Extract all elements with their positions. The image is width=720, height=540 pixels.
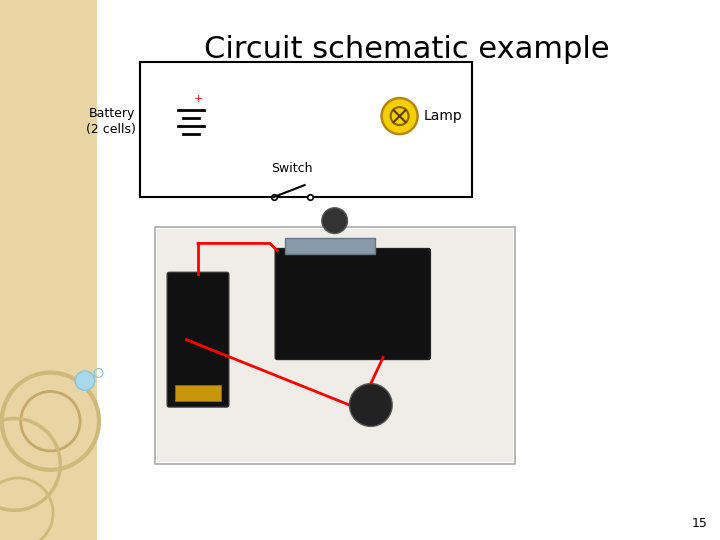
Text: Circuit schematic example: Circuit schematic example: [204, 35, 610, 64]
Text: +: +: [194, 93, 203, 104]
Bar: [157, 229, 513, 462]
Bar: [285, 238, 376, 254]
Bar: [175, 386, 221, 401]
Bar: [0, 0, 97, 540]
Text: Battery
(2 cells): Battery (2 cells): [86, 107, 135, 136]
Text: Lamp: Lamp: [423, 109, 462, 123]
Circle shape: [349, 383, 392, 427]
Text: 15: 15: [692, 517, 708, 530]
Bar: [155, 227, 515, 464]
FancyBboxPatch shape: [167, 272, 229, 407]
Circle shape: [322, 208, 348, 233]
Circle shape: [75, 371, 95, 390]
Circle shape: [382, 98, 418, 134]
Text: Switch: Switch: [271, 162, 312, 175]
FancyBboxPatch shape: [275, 248, 431, 360]
Circle shape: [391, 107, 409, 125]
